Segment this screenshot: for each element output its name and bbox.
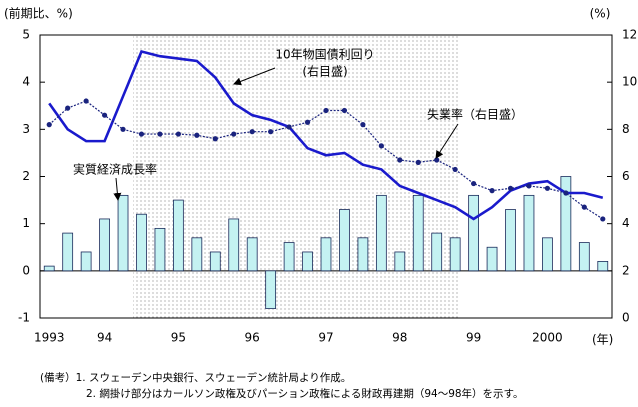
marker [415,159,421,165]
x-tick-label: 98 [392,331,407,345]
marker [360,122,366,128]
marker [212,136,218,142]
marker [434,157,440,163]
bar [468,194,479,272]
marker [600,216,606,222]
bar [597,260,609,272]
y-unit: (前期比、%) [4,6,73,21]
arrow [113,177,122,201]
y-tick-label: 1 [22,216,30,230]
y2-tick-label: 2 [622,263,630,277]
bar [62,232,74,272]
bar [486,246,498,272]
x-tick-label: 95 [171,331,186,345]
annotation: 実質経済成長率 [73,162,157,177]
marker [286,124,292,130]
marker [507,185,514,191]
x-tick-label: 94 [97,331,112,345]
bar [578,242,590,272]
bar [302,251,313,272]
marker [581,204,587,210]
marker [120,126,126,132]
y-tick-label: 0 [22,263,30,277]
marker [378,143,384,149]
marker [249,129,255,135]
annotation: 失業率（右目盛） [427,107,523,122]
x-tick-label: 97 [318,331,333,345]
bar [173,199,184,272]
bar [542,237,553,272]
marker [452,166,458,173]
bar [80,251,92,272]
note: 2. 網掛け部分はカールソン政権及びパーション政権による財政再建期（94～98年… [86,387,524,400]
annotation: 10年物国債利回り [275,47,374,62]
bar [357,237,369,272]
y2-tick-label: 12 [622,28,637,42]
y-tick-label: 2 [22,169,30,183]
y2-tick-label: 6 [622,169,630,183]
marker [157,131,163,137]
marker [397,157,403,163]
x-tick-label: 2000 [532,331,563,345]
arrow [435,123,459,159]
bar [209,251,221,272]
bar [523,194,535,272]
marker [138,131,145,137]
bar [43,265,55,272]
y-tick-label: 4 [22,75,30,89]
annotation: (右目盛) [302,64,347,79]
marker [323,107,329,114]
y2-tick-label: 8 [622,122,630,136]
bar [560,176,572,272]
shaded-period [133,35,460,318]
note: (備考）1. スウェーデン中央銀行、スウェーデン統計局より作成。 [40,371,351,384]
y-tick-label: 3 [22,122,30,136]
arrow [233,67,276,86]
bar [412,194,424,272]
marker [231,131,237,137]
bar [154,227,166,272]
y-tick-label: 5 [22,28,30,42]
marker [544,185,551,191]
y2-tick-label: 0 [622,311,630,325]
marker [268,129,274,135]
bar [246,237,258,272]
marker [304,119,311,125]
marker [563,190,569,196]
bar [431,232,443,272]
marker [46,122,52,128]
bar [99,218,110,272]
marker [471,180,477,187]
bar [265,270,277,309]
marker [83,98,89,104]
y-tick-label: -1 [18,311,30,325]
bar [505,209,516,272]
bar [136,213,147,272]
bar [339,209,350,272]
marker [526,183,532,189]
bar [394,251,406,272]
y2-tick-label: 10 [622,75,637,89]
x-tick-label: 96 [245,331,260,345]
bar [320,237,332,272]
marker [489,188,495,194]
x-unit: (年) [592,333,613,347]
y2-unit: (%) [590,7,611,21]
marker [175,131,181,137]
bar [449,237,461,272]
marker [65,105,71,111]
marker [341,107,348,114]
bar [375,194,387,272]
x-tick-label: 1993 [34,331,65,345]
y2-tick-label: 4 [622,216,630,230]
bar [283,242,295,272]
marker [194,132,200,138]
x-tick-label: 99 [466,331,481,345]
bar [191,237,203,272]
bar [117,194,129,272]
bar [228,218,240,272]
marker [101,112,108,118]
